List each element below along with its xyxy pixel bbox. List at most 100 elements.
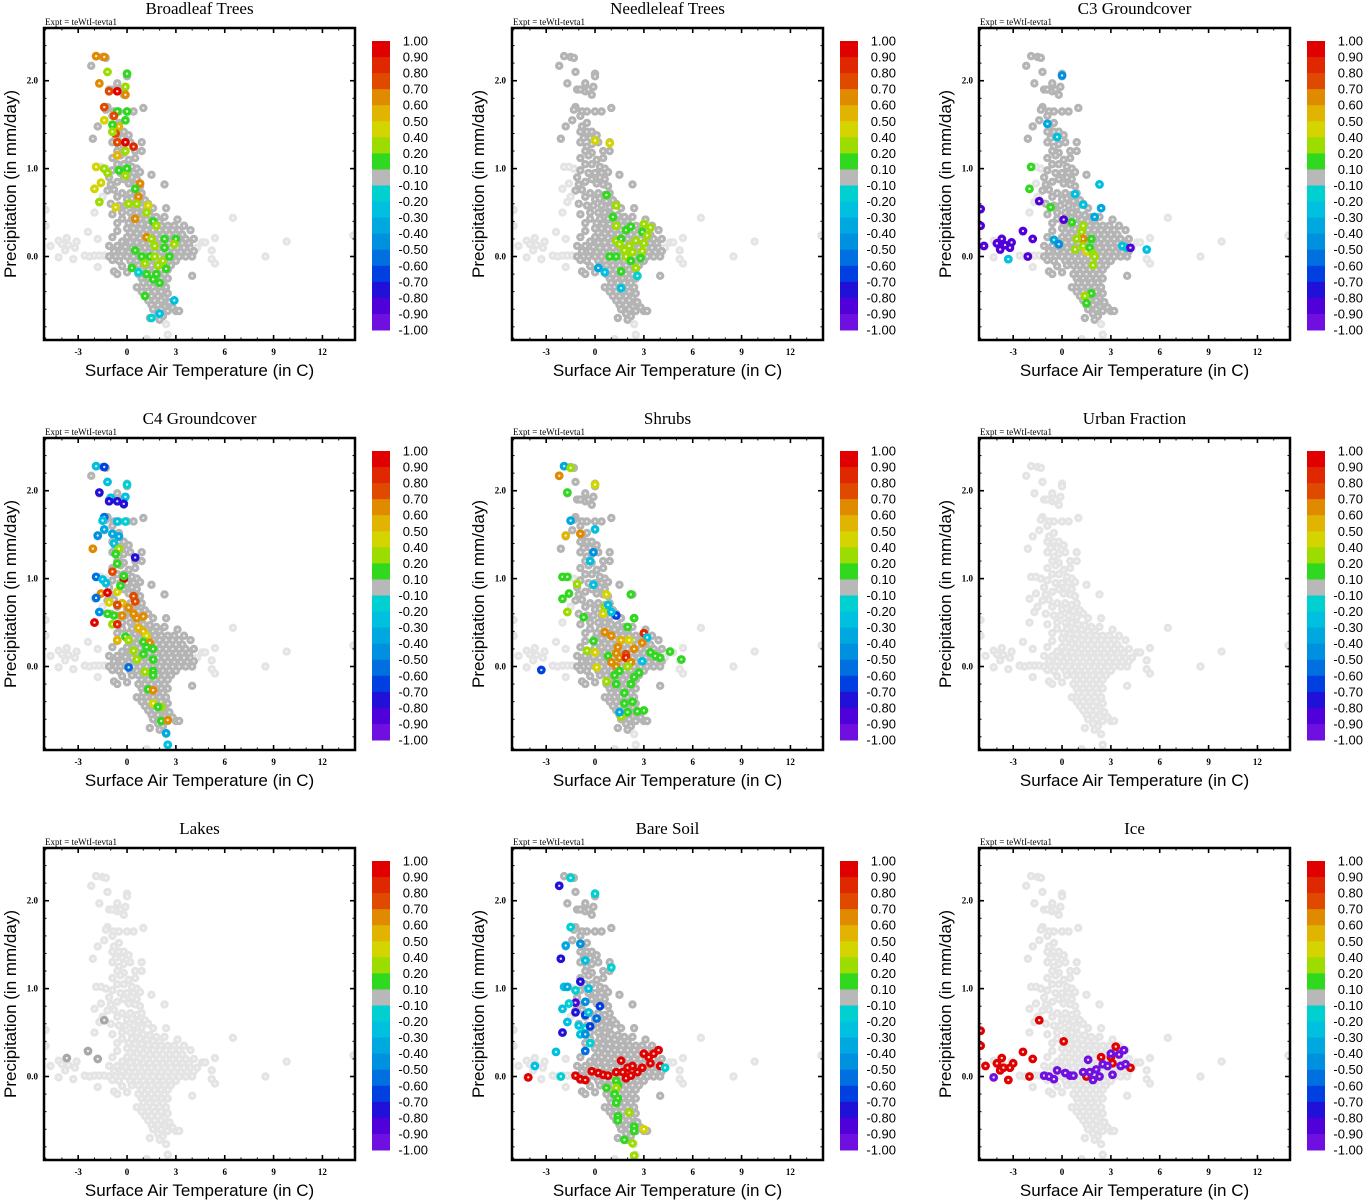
scatter-point-center bbox=[1091, 656, 1095, 659]
highlight-point-center bbox=[106, 591, 109, 594]
scatter-point-center bbox=[178, 255, 181, 258]
highlight-point-center bbox=[142, 615, 145, 618]
scatter-point-center bbox=[1082, 268, 1085, 271]
highlight-point-center bbox=[153, 255, 156, 258]
colorbar-segment bbox=[1307, 73, 1325, 90]
colorbar-segment bbox=[1307, 89, 1325, 106]
scatter-point-center bbox=[633, 323, 636, 326]
scatter-point-center bbox=[169, 264, 173, 267]
highlight-point-center bbox=[1049, 206, 1052, 209]
scatter-point-center bbox=[623, 215, 626, 219]
scatter-point-center bbox=[1049, 136, 1052, 139]
scatter-point-center bbox=[1113, 229, 1116, 232]
scatter-point-center bbox=[165, 323, 168, 326]
scatter-point-center bbox=[158, 318, 161, 321]
plot-frame bbox=[42, 436, 357, 752]
x-tick-label: -3 bbox=[74, 757, 82, 767]
scatter-point-center bbox=[138, 595, 142, 598]
scatter-point-center bbox=[628, 718, 631, 721]
scatter-point-center bbox=[1080, 665, 1083, 668]
scatter-point-center bbox=[584, 195, 587, 198]
scatter-point-center bbox=[598, 656, 602, 659]
highlight-point-center bbox=[642, 709, 646, 712]
scatter-point bbox=[349, 641, 355, 650]
highlight-point-center bbox=[120, 602, 124, 605]
scatter-point-center bbox=[166, 309, 169, 313]
scatter-point-center bbox=[1067, 110, 1070, 113]
scatter-point-center bbox=[615, 268, 618, 271]
scatter-point-center bbox=[1088, 700, 1091, 703]
scatter-point-center bbox=[165, 696, 168, 699]
highlight-point-center bbox=[588, 559, 592, 563]
scatter-point-center bbox=[1049, 546, 1052, 549]
highlight-point-center bbox=[94, 165, 98, 169]
highlight-point-center bbox=[606, 654, 610, 658]
colorbar-label: 0.10 bbox=[1338, 162, 1363, 177]
scatter-point-center bbox=[1104, 656, 1108, 659]
scatter-point-center bbox=[1101, 743, 1104, 746]
scatter-point-center bbox=[1057, 503, 1060, 506]
scatter-point-center bbox=[1070, 178, 1073, 181]
scatter-point-center bbox=[1090, 691, 1093, 694]
scatter-point-center bbox=[603, 621, 606, 624]
scatter-point-center bbox=[1034, 592, 1038, 595]
scatter-point-center bbox=[672, 241, 675, 244]
scatter-point-center bbox=[579, 130, 582, 133]
scatter-point-center bbox=[140, 602, 143, 605]
scatter-point-center bbox=[1106, 229, 1109, 232]
scatter-point-center bbox=[646, 665, 649, 668]
scatter-point-center bbox=[210, 258, 213, 261]
scatter-point-center bbox=[590, 503, 593, 506]
y-tick-label: 2.0 bbox=[27, 486, 39, 496]
x-tick-label: 6 bbox=[222, 347, 227, 357]
scatter-point-center bbox=[147, 709, 150, 712]
scatter-point-center bbox=[577, 593, 580, 596]
scatter-point-center bbox=[1056, 650, 1059, 653]
scatter-point-center bbox=[1109, 233, 1112, 236]
scatter-point-center bbox=[646, 309, 649, 313]
colorbar-segment bbox=[372, 169, 390, 186]
scatter-point-center bbox=[1109, 643, 1112, 646]
scatter-point-center bbox=[72, 668, 75, 671]
highlight-point-center bbox=[615, 682, 618, 686]
scatter-point-center bbox=[134, 156, 137, 160]
scatter-point-center bbox=[130, 165, 134, 168]
scatter-point-center bbox=[127, 568, 130, 571]
scatter-point-center bbox=[121, 192, 124, 195]
scatter-point-center bbox=[130, 656, 134, 659]
scatter-point-center bbox=[210, 668, 213, 671]
scatter-point-center bbox=[589, 136, 592, 139]
highlight-point-center bbox=[623, 249, 626, 252]
scatter-point-center bbox=[88, 665, 91, 668]
scatter-point-center bbox=[659, 255, 662, 258]
scatter-point-center bbox=[1010, 650, 1013, 653]
x-tick-label: 9 bbox=[739, 757, 744, 767]
colorbar-label: -0.70 bbox=[1333, 274, 1363, 289]
scatter-point-center bbox=[1069, 593, 1072, 596]
scatter-point-center bbox=[1056, 211, 1059, 214]
highlight-point-center bbox=[567, 592, 571, 595]
colorbar-label: 0.20 bbox=[403, 556, 428, 571]
scatter-point-center bbox=[1113, 255, 1116, 258]
colorbar-segment bbox=[840, 249, 858, 267]
scatter-point-center bbox=[138, 665, 142, 668]
scatter-point-center bbox=[96, 125, 99, 128]
scatter-point-center bbox=[1060, 581, 1064, 585]
scatter-point-center bbox=[541, 246, 545, 249]
scatter-point-center bbox=[1052, 540, 1056, 543]
highlight-point-center bbox=[140, 255, 143, 258]
scatter-point-center bbox=[117, 259, 121, 263]
scatter-point-center bbox=[616, 233, 619, 236]
scatter-point-center bbox=[1085, 704, 1088, 708]
colorbar-segment bbox=[840, 547, 858, 564]
scatter-point-center bbox=[122, 552, 125, 556]
scatter-point-center bbox=[116, 180, 119, 183]
panel-title: Urban Fraction bbox=[1083, 409, 1187, 428]
scatter-point-center bbox=[598, 627, 602, 630]
highlight-point-center bbox=[117, 547, 121, 550]
scatter-point-center bbox=[155, 215, 158, 219]
scatter-point-center bbox=[163, 674, 166, 677]
scatter-point-center bbox=[574, 599, 577, 602]
highlight-point-center bbox=[645, 234, 649, 237]
highlight-point-center bbox=[143, 262, 147, 265]
